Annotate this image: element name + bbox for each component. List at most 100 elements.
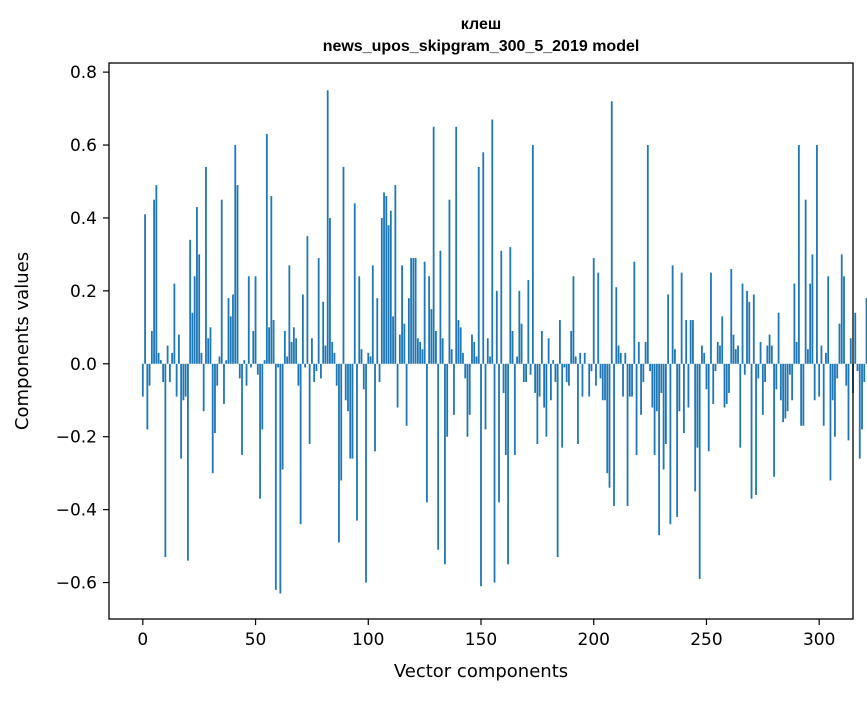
bar-130 <box>435 331 437 364</box>
bar-294 <box>805 200 807 364</box>
bar-44 <box>241 364 243 455</box>
bar-236 <box>674 349 676 364</box>
bar-165 <box>514 364 516 455</box>
bar-60 <box>277 364 279 368</box>
bar-137 <box>451 349 453 364</box>
bar-247 <box>699 364 701 579</box>
bar-210 <box>615 287 617 364</box>
bar-2 <box>146 364 148 430</box>
bar-54 <box>264 360 266 364</box>
bar-244 <box>692 320 694 364</box>
bar-10 <box>164 364 166 557</box>
bar-1 <box>144 214 146 363</box>
bar-34 <box>219 357 221 364</box>
bar-95 <box>356 364 358 521</box>
bar-153 <box>487 338 489 364</box>
bar-207 <box>609 364 611 488</box>
bar-31 <box>212 364 214 473</box>
bar-220 <box>638 342 640 364</box>
bar-313 <box>848 364 850 441</box>
bar-189 <box>568 364 570 386</box>
y-tick-label: −0.4 <box>56 501 97 521</box>
bar-253 <box>712 364 714 404</box>
bar-119 <box>410 258 412 364</box>
bar-319 <box>861 364 863 430</box>
bar-36 <box>223 364 225 404</box>
x-tick-label: 100 <box>352 630 384 650</box>
bar-282 <box>778 313 780 364</box>
bar-194 <box>579 353 581 364</box>
bar-75 <box>311 338 313 364</box>
bar-79 <box>320 364 322 379</box>
bar-198 <box>588 364 590 397</box>
bar-303 <box>825 353 827 364</box>
bar-312 <box>845 364 847 386</box>
bar-239 <box>681 273 683 364</box>
bar-148 <box>476 357 478 364</box>
bar-202 <box>597 273 599 364</box>
bar-129 <box>433 127 435 364</box>
bar-93 <box>352 364 354 459</box>
bar-228 <box>656 364 658 411</box>
bar-88 <box>340 364 342 481</box>
bar-175 <box>536 364 538 444</box>
bar-204 <box>602 364 604 400</box>
bar-51 <box>257 364 259 375</box>
bar-213 <box>622 364 624 397</box>
bar-249 <box>703 353 705 364</box>
bar-97 <box>361 349 363 364</box>
bar-22 <box>192 313 194 364</box>
bar-3 <box>149 364 151 386</box>
bar-279 <box>771 346 773 364</box>
bar-200 <box>593 258 595 364</box>
bar-300 <box>818 364 820 397</box>
bar-179 <box>545 364 547 437</box>
bar-82 <box>327 90 329 363</box>
bar-89 <box>343 167 345 364</box>
bar-86 <box>336 364 338 386</box>
bar-20 <box>187 364 189 561</box>
bar-208 <box>611 101 613 364</box>
chart-subtitle: news_upos_skipgram_300_5_2019 model <box>323 38 640 55</box>
bar-121 <box>415 258 417 364</box>
bar-302 <box>823 364 825 426</box>
bar-55 <box>266 134 268 364</box>
bar-212 <box>620 353 622 364</box>
bar-211 <box>618 346 620 364</box>
bar-205 <box>604 364 606 400</box>
bar-39 <box>230 316 232 363</box>
bar-225 <box>649 364 651 371</box>
bar-161 <box>505 364 507 455</box>
bar-7 <box>158 353 160 364</box>
bar-108 <box>385 196 387 364</box>
bar-193 <box>577 364 579 444</box>
bar-102 <box>372 265 374 363</box>
bar-297 <box>812 254 814 363</box>
bar-104 <box>376 298 378 364</box>
bar-99 <box>365 364 367 583</box>
bar-271 <box>753 295 755 364</box>
bar-286 <box>787 364 789 411</box>
bar-157 <box>496 291 498 364</box>
bar-113 <box>397 364 399 408</box>
y-tick-label: 0.2 <box>70 282 97 302</box>
bar-109 <box>388 225 390 364</box>
bar-110 <box>390 211 392 364</box>
bar-115 <box>401 265 403 363</box>
bar-52 <box>259 364 261 499</box>
bar-188 <box>566 364 568 382</box>
bar-310 <box>841 254 843 363</box>
bar-190 <box>570 331 572 364</box>
bar-59 <box>275 364 277 590</box>
x-tick-label: 150 <box>465 630 497 650</box>
bar-292 <box>800 364 802 426</box>
bar-151 <box>482 152 484 363</box>
bar-4 <box>151 331 153 364</box>
bar-58 <box>273 320 275 364</box>
bar-270 <box>751 364 753 499</box>
bar-255 <box>717 342 719 364</box>
bar-96 <box>358 276 360 364</box>
bar-298 <box>814 364 816 400</box>
bar-103 <box>374 364 376 452</box>
bar-139 <box>455 127 457 364</box>
